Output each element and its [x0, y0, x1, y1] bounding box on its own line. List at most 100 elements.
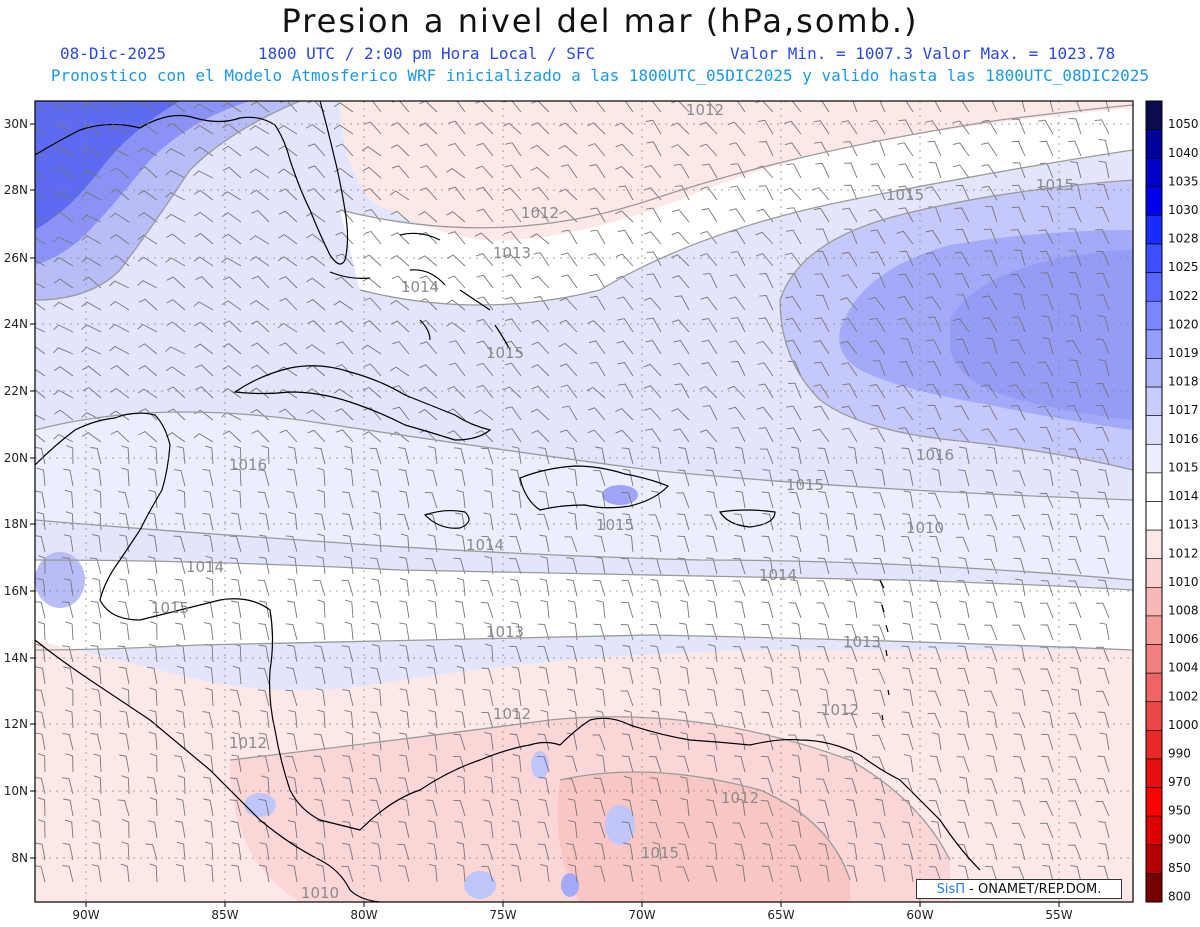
- isobar-label: 1012: [493, 705, 531, 723]
- lat-label: 24N: [4, 317, 28, 331]
- colorbar-swatch: [1145, 157, 1163, 188]
- colorbar-swatch: [1145, 787, 1163, 817]
- colorbar-label: 950: [1168, 804, 1191, 818]
- min-max-values: Valor Min. = 1007.3 Valor Max. = 1023.78: [730, 44, 1116, 63]
- colorbar-label: 1002: [1168, 689, 1199, 703]
- lon-label: 90W: [72, 908, 99, 922]
- colorbar-label: 1035: [1168, 174, 1199, 188]
- lon-label: 60W: [906, 908, 933, 922]
- colorbar-label: 900: [1168, 832, 1191, 846]
- colorbar-swatch: [1145, 186, 1163, 216]
- colorbar-swatch: [1145, 758, 1163, 788]
- longitude-labels: 90W 85W 80W 75W 70W 65W 60W 55W: [72, 902, 1073, 922]
- isobar-label: 1014: [401, 278, 439, 296]
- colorbar-swatch: [1145, 100, 1163, 130]
- colorbar-swatch: [1145, 358, 1163, 388]
- colorbar-swatch: [1145, 415, 1163, 445]
- colorbar-swatch: [1145, 815, 1163, 846]
- isobar-label: 1012: [686, 101, 724, 119]
- isobar-label: 1014: [186, 558, 224, 576]
- credit-box: SisΠ - ONAMET/REP.DOM.: [916, 879, 1122, 899]
- isobar-label: 1012: [521, 204, 559, 222]
- isobar-label: 1015: [886, 186, 924, 204]
- isobar-label: 1013: [486, 623, 524, 641]
- colorbar-label: 1022: [1168, 289, 1199, 303]
- colorbar-label: 1004: [1168, 661, 1199, 675]
- colorbar-swatch: [1145, 529, 1163, 560]
- isobar-label: 1015: [151, 599, 189, 617]
- map-title: Presion a nivel del mar (hPa,somb.): [281, 2, 919, 40]
- colorbar-label: 1019: [1168, 346, 1199, 360]
- isobar-label: 1012: [721, 789, 759, 807]
- isobar-label: 1013: [843, 633, 881, 651]
- lon-label: 85W: [211, 908, 238, 922]
- colorbar-swatch: [1145, 672, 1163, 703]
- sispi-logo: SisΠ: [936, 882, 966, 897]
- lon-label: 70W: [628, 908, 655, 922]
- model-info: Pronostico con el Modelo Atmosferico WRF…: [50, 66, 1150, 85]
- colorbar-label: 1015: [1168, 460, 1199, 474]
- isobar-label: 1012: [821, 701, 859, 719]
- map-fill-layer: [35, 101, 1133, 902]
- colorbar-swatch: [1145, 501, 1163, 531]
- lat-label: 8N: [11, 851, 28, 865]
- colorbar-swatch: [1145, 443, 1163, 474]
- lon-label: 80W: [350, 908, 377, 922]
- colorbar-swatch: [1145, 701, 1163, 731]
- colorbar-swatch: [1145, 272, 1163, 302]
- lat-label: 10N: [4, 784, 28, 798]
- forecast-date: 08-Dic-2025: [60, 44, 166, 63]
- colorbar-swatch: [1145, 615, 1163, 645]
- lat-label: 14N: [4, 651, 28, 665]
- colorbar-swatch: [1145, 215, 1163, 245]
- lat-label: 26N: [4, 251, 28, 265]
- colorbar-label: 1013: [1168, 518, 1199, 532]
- lon-label: 65W: [767, 908, 794, 922]
- colorbar-label: 1014: [1168, 489, 1199, 503]
- lat-label: 16N: [4, 584, 28, 598]
- colorbar-label: 1028: [1168, 232, 1199, 246]
- colorbar-swatch: [1145, 587, 1163, 617]
- isobar-label: 1014: [466, 536, 504, 554]
- colorbar-label: 1016: [1168, 432, 1199, 446]
- isobar-label: 1010: [906, 519, 944, 537]
- lat-label: 18N: [4, 517, 28, 531]
- isobar-label: 1016: [229, 456, 267, 474]
- lat-lon-grid: [35, 101, 1133, 902]
- colorbar-swatch: [1145, 873, 1163, 903]
- lon-label: 75W: [489, 908, 516, 922]
- isobar-label: 1013: [493, 244, 531, 262]
- isobar-label: 1012: [229, 734, 267, 752]
- lat-label: 20N: [4, 451, 28, 465]
- colorbar-label: 1020: [1168, 317, 1199, 331]
- colorbar-swatch: [1145, 129, 1163, 159]
- colorbar: 1050 1040 1035 1030 1028 1025 1022 1020 1019 1018…: [1145, 100, 1199, 904]
- colorbar-swatch: [1145, 243, 1163, 273]
- colorbar-label: 1000: [1168, 718, 1199, 732]
- isobar-label: 1015: [1036, 176, 1074, 194]
- colorbar-label: 1010: [1168, 575, 1199, 589]
- colorbar-label: 1008: [1168, 603, 1199, 617]
- isobar-label: 1014: [759, 566, 797, 584]
- colorbar-label: 850: [1168, 861, 1191, 875]
- colorbar-label: 990: [1168, 747, 1191, 761]
- map-frame: [34, 100, 1134, 903]
- lat-label: 28N: [4, 183, 28, 197]
- colorbar-label: 970: [1168, 775, 1191, 789]
- isobar-label: 1016: [916, 446, 954, 464]
- colorbar-label: 800: [1168, 890, 1191, 904]
- colorbar-label: 1040: [1168, 146, 1199, 160]
- colorbar-swatch: [1145, 329, 1163, 359]
- colorbar-label: 1012: [1168, 546, 1199, 560]
- colorbar-swatch: [1145, 844, 1163, 874]
- lon-label: 55W: [1045, 908, 1072, 922]
- colorbar-swatch: [1145, 386, 1163, 416]
- isobar-label: 1010: [301, 884, 339, 902]
- isobar-label: 1015: [641, 844, 679, 862]
- credit-org: - ONAMET/REP.DOM.: [965, 882, 1102, 897]
- colorbar-swatch: [1145, 730, 1163, 760]
- colorbar-label: 1030: [1168, 203, 1199, 217]
- colorbar-label: 1050: [1168, 117, 1199, 131]
- colorbar-swatch: [1145, 644, 1163, 674]
